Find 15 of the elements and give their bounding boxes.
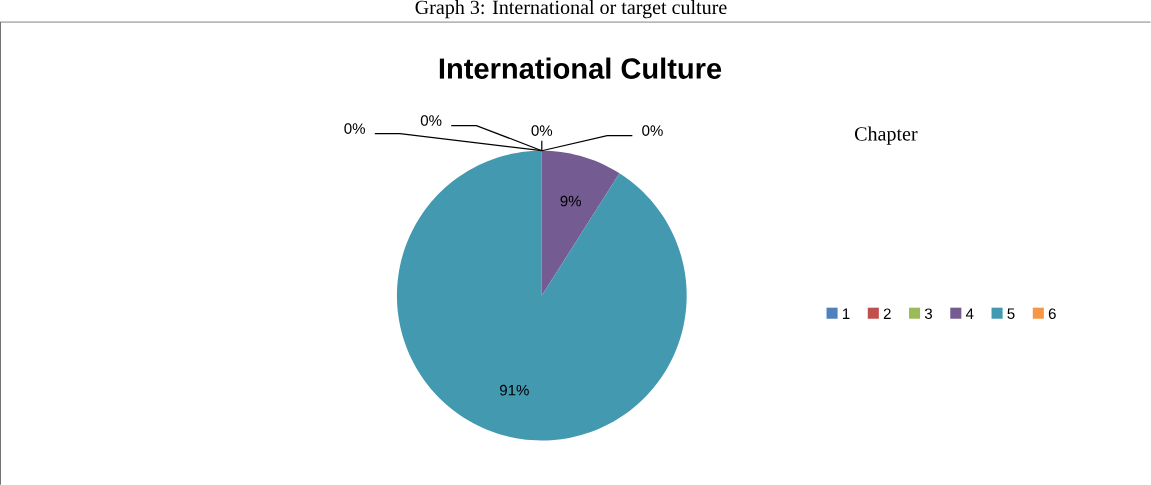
legend-label: 5 xyxy=(1007,308,1015,319)
text: 0% xyxy=(531,125,553,136)
legend-label: 3 xyxy=(924,308,933,319)
legend-label: 1 xyxy=(842,308,850,319)
legend-label: 2 xyxy=(883,308,891,319)
chart-title: International Culture xyxy=(439,57,722,79)
legend-label: 6 xyxy=(1048,308,1056,319)
text: 0% xyxy=(420,115,442,126)
data-label: 9% xyxy=(560,195,581,207)
text: 0% xyxy=(344,123,365,134)
legend-label: 4 xyxy=(965,308,974,319)
legend-title: Chapter xyxy=(854,126,918,145)
data-label: 91% xyxy=(500,384,529,396)
caption: Graph 3: International or target culture xyxy=(415,0,727,19)
text: 0% xyxy=(642,125,663,136)
